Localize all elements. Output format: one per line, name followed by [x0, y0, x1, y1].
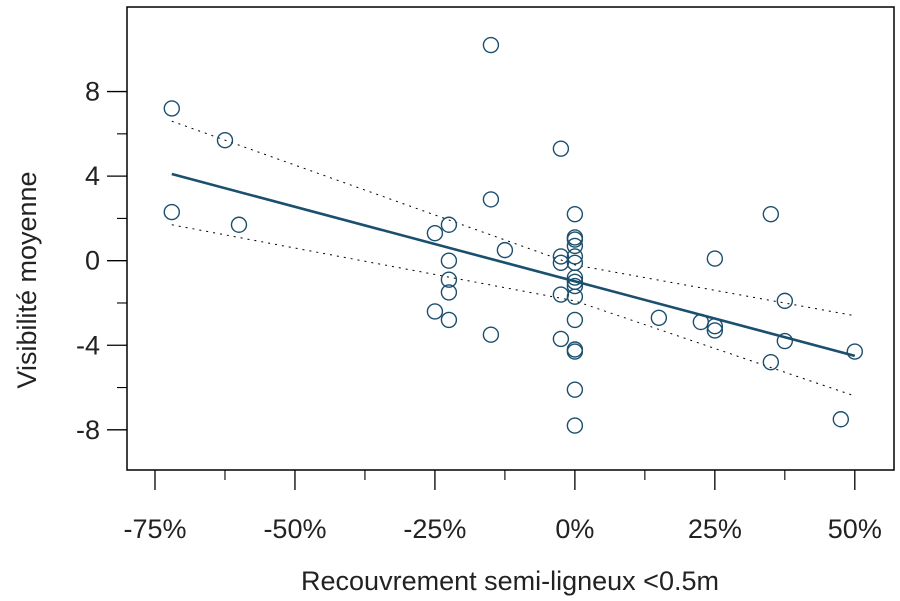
data-point [566, 248, 584, 265]
data-point [426, 225, 444, 242]
ci-upper-line [171, 120, 855, 317]
x-tick-label: 25% [688, 514, 742, 544]
data-points [163, 36, 864, 434]
data-point [426, 303, 444, 320]
data-point [552, 330, 570, 348]
y-tick-label: 0 [85, 246, 100, 276]
data-point [566, 231, 584, 248]
x-tick-label: 0% [555, 514, 594, 544]
data-point [566, 269, 584, 286]
x-axis-title: Recouvrement semi-ligneux <0.5m [301, 566, 719, 596]
data-point [706, 318, 724, 335]
x-tick-label: -25% [403, 514, 466, 544]
y-tick-label: 8 [85, 77, 100, 107]
data-point [832, 411, 850, 428]
data-point [776, 332, 794, 350]
data-point [440, 252, 458, 269]
data-point [566, 237, 584, 255]
data-point [440, 216, 458, 233]
data-point [163, 100, 180, 117]
data-point [650, 309, 668, 326]
data-point [440, 284, 458, 301]
data-point [706, 250, 724, 267]
data-point [566, 288, 584, 305]
data-point [230, 216, 248, 233]
data-point [216, 131, 234, 149]
x-axis: -75% -50% -25% 0% 25% 50% [123, 470, 882, 544]
y-tick-label: -4 [76, 330, 100, 360]
data-point [566, 254, 584, 272]
data-point [762, 205, 780, 223]
data-point [482, 326, 500, 343]
data-point [566, 205, 584, 223]
y-tick-label: -8 [76, 415, 100, 445]
data-point [706, 322, 724, 339]
data-point [440, 271, 458, 288]
data-point [482, 191, 500, 208]
data-point [552, 286, 570, 303]
data-point [776, 292, 794, 310]
data-point [552, 248, 570, 265]
plot-frame [126, 6, 895, 471]
data-point [163, 203, 180, 221]
x-tick-label: 50% [828, 514, 882, 544]
ci-lower-line [171, 224, 855, 397]
y-axis: -8 -4 0 4 8 [76, 77, 127, 445]
y-axis-title: Visibilité moyenne [12, 171, 42, 388]
data-point [440, 311, 458, 329]
confidence-band [171, 120, 855, 397]
data-point [566, 417, 584, 434]
data-point [566, 381, 584, 398]
data-point [692, 313, 710, 331]
data-point [496, 241, 514, 259]
data-point [846, 343, 864, 360]
data-point [566, 343, 584, 360]
data-point [482, 36, 500, 54]
data-point [552, 140, 570, 157]
data-point [566, 311, 584, 329]
x-tick-label: -50% [263, 514, 326, 544]
data-point [762, 353, 780, 371]
data-point [566, 277, 584, 295]
y-tick-label: 4 [85, 161, 100, 191]
regression-line [171, 172, 856, 358]
regression-line-group [171, 172, 856, 358]
x-tick-label: -75% [123, 514, 186, 544]
data-point [552, 254, 570, 272]
